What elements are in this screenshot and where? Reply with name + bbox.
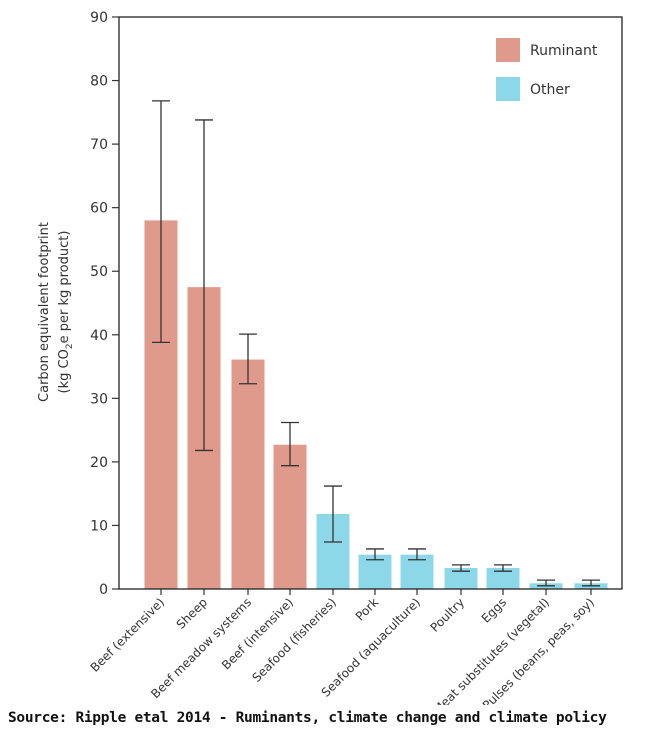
y-axis-label-line1: Carbon equivalent footprint	[37, 222, 52, 402]
y-tick-label-20: 20	[90, 455, 108, 471]
legend-label-other: Other	[530, 82, 570, 98]
x-tick-label-8: Eggs	[479, 595, 509, 625]
legend-swatch-other	[496, 77, 520, 101]
legend-swatch-ruminant	[496, 38, 520, 62]
x-tick-label-5: Pork	[353, 595, 381, 623]
x-tick-label-7: Poultry	[428, 595, 467, 634]
bar-3	[273, 444, 307, 589]
y-tick-label-80: 80	[90, 74, 108, 90]
x-tick-label-0: Beef (extensive)	[88, 595, 168, 675]
bar-8	[486, 568, 520, 589]
source-caption: Source: Ripple etal 2014 - Ruminants, cl…	[8, 710, 607, 726]
x-tick-label-1: Sheep	[174, 595, 210, 631]
bar-7	[444, 568, 478, 589]
x-tick-label-3: Beef (intensive)	[219, 595, 296, 672]
y-tick-label-60: 60	[90, 201, 108, 217]
y-tick-label-70: 70	[90, 137, 108, 153]
y-tick-label-50: 50	[90, 264, 108, 280]
x-tick-label-4: Seafood (fisheries)	[249, 595, 339, 685]
y-tick-label-30: 30	[90, 391, 108, 407]
legend-label-ruminant: Ruminant	[530, 43, 598, 59]
y-axis-label-line2: (kg CO2e per kg product)	[57, 231, 75, 394]
y-tick-label-0: 0	[99, 582, 108, 598]
bar-2	[231, 359, 265, 589]
y-tick-label-90: 90	[90, 10, 108, 26]
plot-frame	[118, 16, 623, 590]
y-tick-label-40: 40	[90, 328, 108, 344]
y-tick-label-10: 10	[90, 518, 108, 534]
